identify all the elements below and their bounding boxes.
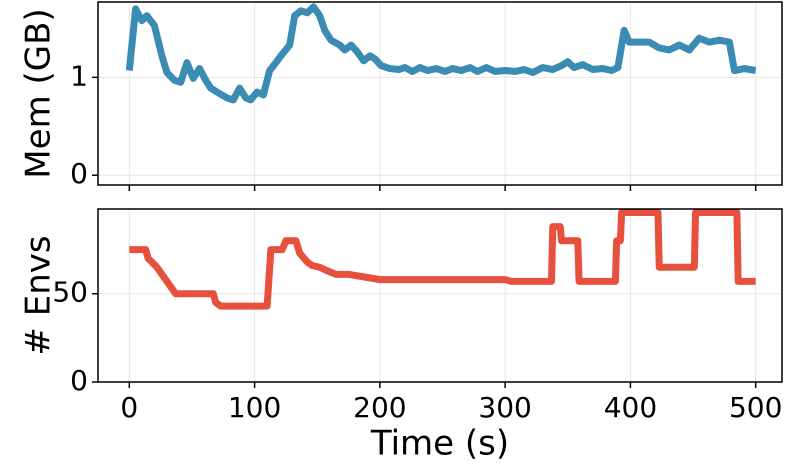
x-tick-label: 100 bbox=[228, 391, 281, 424]
y-tick-label: 0 bbox=[70, 364, 88, 397]
axes-frame bbox=[97, 1, 783, 186]
x-tick-label: 300 bbox=[478, 391, 531, 424]
y-tick-label: 50 bbox=[52, 276, 88, 309]
y-axis-label: # Envs bbox=[19, 235, 59, 355]
y-axis-label: Mem (GB) bbox=[19, 8, 59, 178]
y-tick-label: 1 bbox=[70, 59, 88, 92]
data-line bbox=[129, 209, 756, 310]
x-tick-label: 200 bbox=[353, 391, 406, 424]
x-tick-label: 500 bbox=[729, 391, 782, 424]
x-tick-label: 400 bbox=[604, 391, 657, 424]
data-line bbox=[125, 3, 757, 104]
y-tick-label: 0 bbox=[70, 157, 88, 190]
x-tick-label: 0 bbox=[120, 391, 138, 424]
x-axis-label: Time (s) bbox=[370, 424, 509, 464]
axes-frame bbox=[97, 208, 783, 383]
